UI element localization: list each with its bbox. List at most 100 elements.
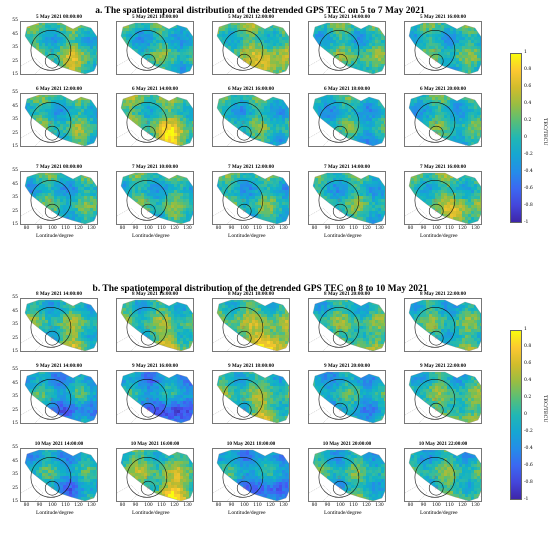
- tec-cell: [477, 58, 481, 62]
- tec-cell: [432, 115, 436, 119]
- tec-cell: [183, 136, 187, 140]
- tec-cell: [409, 31, 412, 35]
- tec-cell: [378, 46, 382, 50]
- tec-cell: [381, 61, 385, 65]
- tec-cell: [228, 37, 232, 41]
- map-panel: 5 May 2021 08:00:00☆☆5545352515Latitude/…: [0, 14, 108, 90]
- map-panel: 6 May 2021 20:00:00 ☆ ☆: [392, 86, 492, 162]
- tec-cell: [426, 127, 430, 131]
- tec-cell: [57, 118, 61, 122]
- tec-cell: [81, 136, 85, 140]
- tec-cell: [60, 37, 64, 41]
- tec-cell: [252, 40, 256, 44]
- tec-cell: [270, 52, 274, 56]
- tec-cell: [141, 25, 145, 29]
- tec-cell: [336, 43, 340, 47]
- tec-cell: [237, 103, 241, 107]
- tec-cell: [354, 23, 358, 26]
- tec-cell: [342, 31, 346, 35]
- tec-cell: [138, 46, 142, 50]
- tec-cell: [480, 103, 481, 107]
- tec-cell: [240, 28, 244, 32]
- tec-cell: [444, 103, 448, 107]
- tec-cell: [42, 173, 46, 176]
- tec-cell: [48, 103, 52, 107]
- tec-cell: [438, 52, 442, 56]
- tec-cell: [261, 37, 265, 41]
- tec-cell: [132, 46, 136, 50]
- tec-cell: [165, 73, 169, 74]
- tec-cell: [93, 145, 97, 146]
- tec-cell: [129, 100, 133, 104]
- tec-cell: [270, 133, 274, 137]
- tec-cell: [84, 184, 88, 188]
- tec-cell: [315, 118, 319, 122]
- tec-cell: [378, 73, 382, 74]
- tec-cell: [438, 23, 442, 26]
- tec-cell: [81, 121, 85, 125]
- border-line: [309, 57, 332, 74]
- tec-cell: [217, 73, 220, 74]
- tec-cell: [288, 115, 289, 119]
- tec-cell: [93, 28, 97, 32]
- tec-cell: [438, 100, 442, 104]
- tec-cell: [90, 64, 94, 68]
- tec-cell: [93, 112, 97, 116]
- tec-cell: [273, 115, 277, 119]
- tec-cell: [81, 127, 85, 131]
- tec-cell: [465, 37, 469, 41]
- tec-cell: [147, 23, 151, 26]
- tec-cell: [456, 106, 460, 110]
- tec-cell: [162, 49, 166, 53]
- tec-cell: [453, 145, 457, 146]
- epicentre-circle: [140, 53, 156, 69]
- tec-cell: [372, 73, 376, 74]
- tec-cell: [435, 100, 439, 104]
- tec-cell: [150, 46, 154, 50]
- tec-cell: [378, 139, 382, 143]
- tec-cell: [378, 115, 382, 119]
- tec-cell: [90, 40, 94, 44]
- tec-cell: [57, 52, 61, 56]
- tec-cell: [129, 73, 133, 74]
- tec-cell: [432, 28, 436, 32]
- tec-cell: [366, 95, 370, 98]
- tec-cell: [69, 130, 73, 134]
- tec-cell: [63, 145, 67, 146]
- tec-cell: [330, 112, 334, 116]
- tec-cell: [324, 73, 328, 74]
- tec-cell: [27, 187, 31, 191]
- tec-cell: [459, 67, 463, 71]
- tec-cell: [360, 136, 364, 140]
- tec-cell: [219, 130, 223, 134]
- tec-cell: [171, 64, 175, 68]
- tec-cell: [357, 95, 361, 98]
- tec-cell: [409, 124, 412, 128]
- tec-cell: [441, 23, 445, 26]
- tec-cell: [354, 145, 358, 146]
- tec-cell: [177, 124, 181, 128]
- tec-cell: [168, 43, 172, 47]
- tec-cell: [33, 118, 37, 122]
- tec-cell: [162, 112, 166, 116]
- tec-cell: [69, 112, 73, 116]
- tec-cell: [129, 40, 133, 44]
- tec-cell: [348, 112, 352, 116]
- tec-cell: [165, 109, 169, 113]
- tec-cell: [409, 136, 412, 140]
- tec-cell: [267, 127, 271, 131]
- tec-cell: [27, 31, 31, 35]
- tec-cell: [330, 31, 334, 35]
- tec-cell: [432, 124, 436, 128]
- tec-cell: [93, 173, 97, 176]
- tec-cell: [282, 58, 286, 62]
- tec-cell: [363, 37, 367, 41]
- tec-cell: [249, 145, 253, 146]
- tec-cell: [21, 52, 24, 55]
- tec-cell: [288, 97, 289, 101]
- tec-cell: [363, 55, 367, 59]
- tec-cell: [270, 115, 274, 119]
- tec-cell: [237, 118, 241, 122]
- tec-cell: [180, 34, 184, 38]
- tec-cell: [93, 40, 97, 44]
